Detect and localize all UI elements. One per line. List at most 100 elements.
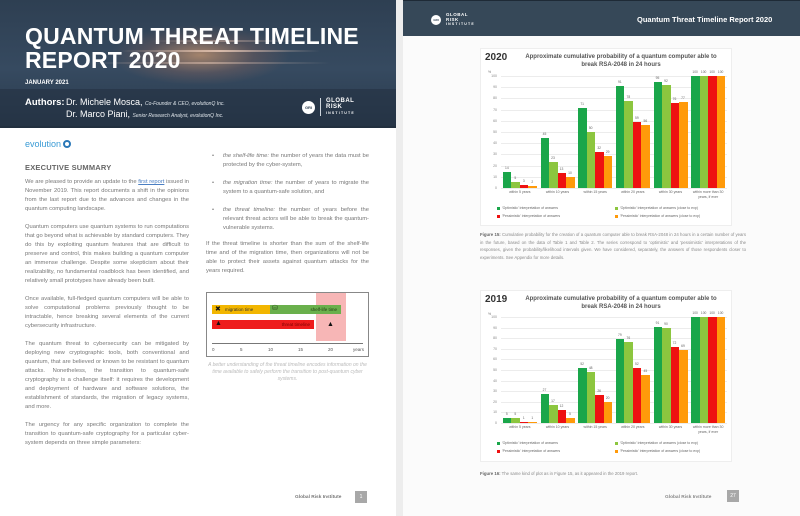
bar: 72 (670, 341, 679, 423)
bar-group: 27 17 12 5 (540, 317, 575, 423)
tick-label: 0 (212, 347, 215, 352)
bar: 100 (708, 311, 717, 423)
bar-value-label: 71 (580, 102, 584, 107)
chart-year-label: 2020 (485, 52, 508, 63)
legend-item: 'Pessimistic' interpretation of answers … (615, 214, 700, 218)
bar: 14 (502, 166, 512, 188)
y-tick-label: 30 (493, 389, 497, 394)
gridline (501, 109, 727, 111)
bar-value-label: 5 (514, 176, 517, 181)
gridline (501, 165, 727, 167)
y-tick-label: 100 (491, 315, 497, 319)
bar-value-label: 26 (597, 389, 601, 394)
threat-timeline-figure: migration time ✖ shelf-life time ⛁ threa… (206, 292, 369, 357)
bar-value-label: 20 (605, 395, 610, 400)
evolutionq-logo: evolution (25, 139, 72, 149)
y-tick-label: 60 (493, 357, 497, 362)
tools-icon: ✖ (215, 306, 221, 313)
bar: 100 (691, 70, 700, 188)
legend-swatch (497, 441, 500, 445)
gri-line-3: INSTITUTE (326, 111, 355, 115)
gri-line-1: GLOBAL (326, 98, 355, 104)
list-item: the shelf-life time: the number of years… (206, 152, 369, 170)
bar: 5 (511, 176, 520, 188)
y-tick-label: 0 (495, 186, 497, 190)
bar: 17 (549, 399, 558, 423)
gridline (501, 401, 727, 403)
legend-label: 'Pessimistic' interpretation of answers (502, 214, 561, 218)
bar-value-label: 100 (692, 311, 698, 315)
legend-item: 'Optimistic' interpretation of answers (497, 441, 558, 445)
y-tick-label: 20 (493, 399, 497, 404)
bar-value-label: 23 (551, 156, 555, 161)
risk-zone (316, 293, 346, 341)
x-tick-label: within more than 30 years, if ever (692, 190, 724, 199)
caption-label: Figure 15: (480, 232, 501, 237)
bar-group: 52 48 26 20 (578, 317, 613, 423)
legend-swatch (497, 206, 500, 210)
author-1: Dr. Michele Mosca, Co-Founder & CEO, evo… (66, 97, 225, 107)
threat-label: threat timeline (281, 322, 310, 327)
bullet-term: the migration time: (223, 180, 273, 186)
x-tick-label: within more than 30 years, if ever (692, 425, 724, 434)
gri-wordmark: GLOBAL RISK INSTITUTE (446, 12, 475, 27)
bar: 100 (716, 311, 726, 423)
summary-column-1: We are pleased to provide an update to t… (25, 178, 189, 457)
bar-value-label: 1 (522, 415, 525, 420)
author-name: Dr. Marco Piani, (66, 109, 131, 119)
gridline (501, 370, 727, 371)
gridline (501, 154, 727, 156)
gridline (501, 120, 727, 122)
bar: 100 (691, 311, 700, 423)
bar-value-label: 78 (626, 94, 631, 99)
bar-value-label: 27 (542, 388, 547, 393)
gridline (501, 359, 727, 361)
bar-value-label: 5 (505, 411, 508, 416)
bar-value-label: 1 (531, 415, 534, 420)
bar-value-label: 100 (700, 70, 707, 74)
bar-group: 95 92 76 77 (653, 76, 688, 188)
author-role: Co-Founder & CEO, evolutionQ Inc. (145, 101, 225, 107)
y-tick-label: 30 (493, 152, 497, 157)
bar: 95 (653, 76, 662, 188)
author-name: Dr. Michele Mosca, (66, 97, 143, 107)
logo-divider (320, 98, 321, 116)
legend-item: 'Optimistic' interpretation of answers (… (615, 441, 698, 445)
first-report-link[interactable]: first report (138, 179, 165, 185)
bullet-term: the threat timeline: (223, 207, 276, 213)
bar-group: 100 100 100 100 (691, 311, 726, 423)
bar-group: 71 50 32 29 (578, 76, 613, 188)
authors-band (0, 89, 396, 128)
bar: 1 (528, 416, 537, 423)
y-axis-label: % (488, 312, 492, 316)
gridline (501, 76, 727, 77)
bar-value-label: 77 (681, 95, 685, 100)
warning-icon: ▲ (215, 320, 222, 327)
bar-value-label: 29 (605, 149, 610, 154)
title-line-1: QUANTUM THREAT TIMELINE (25, 23, 359, 49)
bar-value-label: 91 (655, 320, 660, 325)
bar-value-label: 79 (617, 333, 622, 338)
timeline-axis (212, 343, 363, 344)
gri-wordmark: GLOBAL RISK INSTITUTE (326, 98, 355, 116)
page-header: GRI GLOBAL RISK INSTITUTE Quantum Threat… (403, 0, 800, 36)
report-page-27: GRI GLOBAL RISK INSTITUTE Quantum Threat… (403, 0, 800, 516)
y-tick-label: 10 (493, 410, 497, 415)
gri-logo: GRI GLOBAL RISK INSTITUTE (302, 98, 355, 116)
figure-16-caption: Figure 16: The same kind of plot as in F… (480, 470, 746, 478)
plot-area: 0 10 20 30 40 50 60 70 80 90 100 14 5 3 2 45 23 13 10 71 50 3… (491, 70, 727, 190)
bar: 100 (708, 70, 717, 188)
bar: 100 (716, 70, 726, 188)
legend-label: 'Pessimistic' interpretation of answers (502, 449, 561, 453)
legend-item: 'Pessimistic' interpretation of answers (497, 449, 560, 453)
decorative-light-streak (90, 62, 330, 64)
chart-title: Approximate cumulative probability of a … (525, 54, 717, 68)
x-tick-label: within 10 years (545, 190, 570, 194)
bar: 48 (586, 366, 596, 423)
bar: 45 (641, 369, 650, 423)
bar: 56 (641, 119, 650, 188)
shelf-life-label: shelf-life time (310, 307, 337, 312)
bar: 77 (679, 96, 688, 188)
bar-value-label: 100 (717, 70, 724, 74)
bar-value-label: 91 (617, 80, 622, 85)
